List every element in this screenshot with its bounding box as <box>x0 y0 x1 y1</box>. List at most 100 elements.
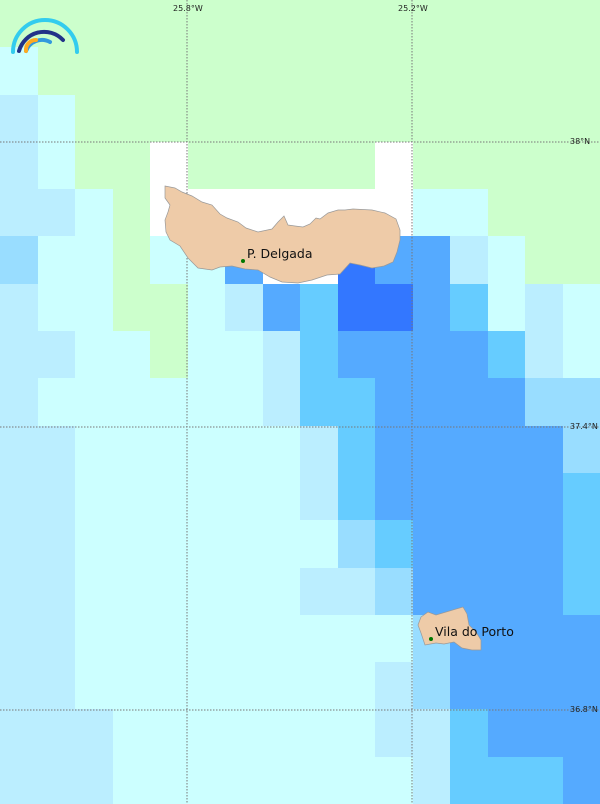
grid-cell <box>413 47 450 95</box>
grid-cell <box>113 615 150 662</box>
island-santa-maria <box>417 606 482 651</box>
grid-cell <box>413 426 450 473</box>
grid-cell <box>563 662 600 709</box>
grid-cell <box>113 0 150 47</box>
grid-cell <box>525 473 563 520</box>
grid-cell <box>263 426 300 473</box>
grid-cell <box>75 568 113 615</box>
grid-cell <box>525 189 563 236</box>
grid-cell <box>525 236 563 284</box>
grid-cell <box>75 142 113 189</box>
grid-cell <box>563 47 600 95</box>
grid-cell <box>488 47 525 95</box>
grid-cell <box>300 95 338 142</box>
grid-cell <box>263 568 300 615</box>
grid-cell <box>113 378 150 426</box>
grid-cell <box>413 236 450 284</box>
grid-cell <box>300 662 338 709</box>
grid-cell <box>413 520 450 568</box>
grid-cell <box>488 520 525 568</box>
grid-cell <box>113 662 150 709</box>
grid-cell <box>188 95 225 142</box>
grid-cell <box>338 378 375 426</box>
grid-cell <box>563 331 600 378</box>
grid-cell <box>225 0 263 47</box>
grid-cell <box>188 47 225 95</box>
grid-cell <box>338 331 375 378</box>
grid-cell <box>225 473 263 520</box>
grid-cell <box>413 568 450 615</box>
grid-cell <box>488 378 525 426</box>
grid-cell <box>300 142 338 189</box>
grid-cell <box>413 0 450 47</box>
grid-cell <box>0 236 38 284</box>
grid-cell <box>488 662 525 709</box>
grid-cell <box>150 47 188 95</box>
grid-cell <box>375 662 413 709</box>
grid-cell <box>338 95 375 142</box>
grid-cell <box>563 615 600 662</box>
grid-cell <box>525 520 563 568</box>
grid-cell <box>488 757 525 804</box>
grid-cell <box>338 757 375 804</box>
city-label-vila-do-porto: Vila do Porto <box>435 624 514 639</box>
grid-cell <box>225 709 263 757</box>
grid-cell <box>300 426 338 473</box>
grid-cell <box>38 426 75 473</box>
grid-cell <box>0 95 38 142</box>
grid-cell <box>563 142 600 189</box>
grid-cell <box>75 95 113 142</box>
grid-cell <box>113 520 150 568</box>
grid-cell <box>38 189 75 236</box>
grid-cell <box>225 378 263 426</box>
grid-cell <box>263 284 300 331</box>
grid-cell <box>150 568 188 615</box>
grid-cell <box>413 95 450 142</box>
grid-cell <box>338 0 375 47</box>
grid-cell <box>300 47 338 95</box>
grid-cell <box>150 520 188 568</box>
grid-cell <box>75 0 113 47</box>
grid-cell <box>525 95 563 142</box>
grid-cell <box>0 757 38 804</box>
grid-cell <box>38 520 75 568</box>
grid-cell <box>375 709 413 757</box>
grid-cell <box>413 142 450 189</box>
grid-cell <box>225 426 263 473</box>
grid-cell <box>38 615 75 662</box>
grid-cell <box>488 236 525 284</box>
grid-cell <box>263 615 300 662</box>
grid-cell <box>563 568 600 615</box>
longitude-label: 25.8°W <box>173 4 203 13</box>
grid-cell <box>488 709 525 757</box>
longitude-label: 25.2°W <box>398 4 428 13</box>
grid-cell <box>113 189 150 236</box>
grid-cell <box>563 189 600 236</box>
grid-cell <box>488 189 525 236</box>
grid-cell <box>488 284 525 331</box>
grid-cell <box>450 662 488 709</box>
grid-cell <box>75 709 113 757</box>
city-marker-icon <box>429 637 433 641</box>
grid-cell <box>150 757 188 804</box>
grid-cell <box>413 473 450 520</box>
grid-cell <box>38 47 75 95</box>
grid-cell <box>300 568 338 615</box>
grid-cell <box>338 284 375 331</box>
grid-cell <box>375 615 413 662</box>
grid-cell <box>150 662 188 709</box>
grid-cell <box>525 0 563 47</box>
grid-cell <box>488 615 525 662</box>
rainbow-arcs-logo-icon <box>11 18 79 54</box>
grid-cell <box>525 331 563 378</box>
grid-cell <box>0 331 38 378</box>
grid-cell <box>450 709 488 757</box>
grid-cell <box>188 378 225 426</box>
grid-cell <box>375 426 413 473</box>
grid-cell <box>450 378 488 426</box>
grid-cell <box>450 95 488 142</box>
grid-cell <box>338 520 375 568</box>
grid-cell <box>225 662 263 709</box>
grid-cell <box>300 0 338 47</box>
grid-cell <box>450 142 488 189</box>
